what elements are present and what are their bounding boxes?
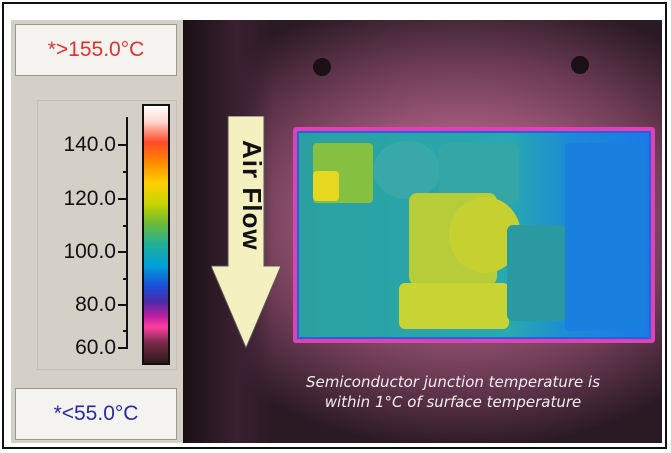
color-gradient-bar	[142, 104, 170, 365]
figure-frame: *>155.0°C 140.0 120.0 100.0 80.0 60.0	[2, 2, 667, 449]
scale-tick	[118, 304, 128, 306]
mounting-hole	[313, 58, 331, 76]
figure-content: *>155.0°C 140.0 120.0 100.0 80.0 60.0	[11, 20, 662, 443]
tick-label-140: 140.0	[63, 133, 116, 156]
max-temperature-readout: *>155.0°C	[15, 24, 177, 76]
thermal-image: Air Flow Semiconductor junction temperat…	[183, 20, 662, 443]
scale-minor-tick	[123, 330, 128, 332]
scale-minor-tick	[123, 171, 128, 173]
min-temperature-readout: *<55.0°C	[15, 388, 177, 440]
air-flow-arrow-icon	[211, 116, 281, 348]
temperature-scale-panel: *>155.0°C 140.0 120.0 100.0 80.0 60.0	[11, 20, 183, 443]
scale-tick	[118, 198, 128, 200]
air-flow-label: Air Flow	[237, 140, 267, 251]
scale-tick	[118, 144, 128, 146]
scale-minor-tick	[123, 225, 128, 227]
tick-label-60: 60.0	[75, 336, 116, 359]
scale-tick	[118, 347, 128, 349]
scale-tick	[118, 251, 128, 253]
tick-label-120: 120.0	[63, 187, 116, 210]
mounting-hole	[571, 56, 589, 74]
cool-region	[565, 143, 645, 331]
tick-label-100: 100.0	[63, 240, 116, 263]
scale-axis-line	[126, 117, 128, 347]
figure-caption: Semiconductor junction temperature is wi…	[263, 372, 643, 412]
capacitor-shape	[373, 141, 441, 199]
warm-lower-component	[399, 283, 509, 329]
board-surface	[297, 131, 651, 339]
color-scale-area: 140.0 120.0 100.0 80.0 60.0	[37, 100, 177, 370]
caption-line-1: Semiconductor junction temperature is	[305, 373, 601, 391]
mid-component	[507, 225, 567, 321]
hot-component	[313, 171, 339, 201]
circuit-board-hotspot	[293, 127, 655, 343]
caption-line-2: within 1°C of surface temperature	[324, 393, 582, 411]
scale-minor-tick	[123, 278, 128, 280]
tick-label-80: 80.0	[75, 293, 116, 316]
